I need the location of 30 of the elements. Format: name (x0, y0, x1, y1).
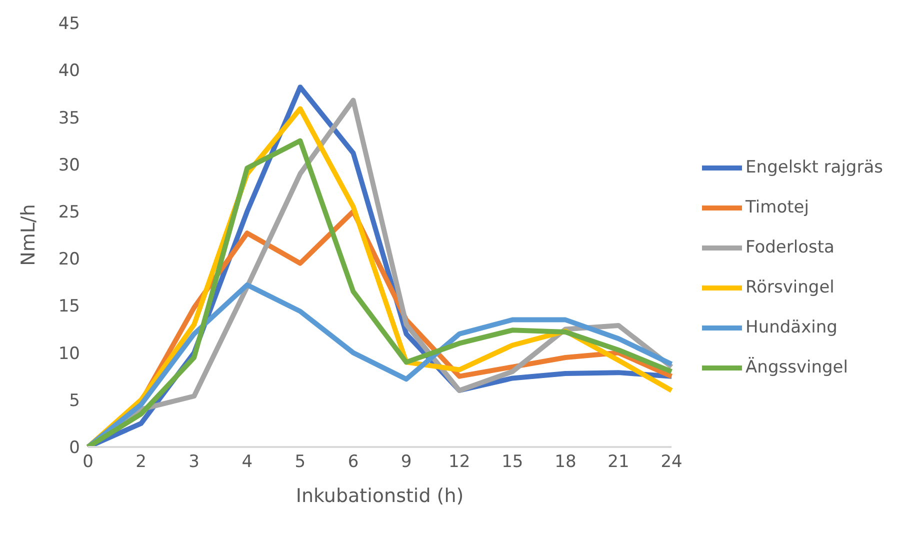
y-tick-label: 10 (58, 344, 80, 364)
y-tick-label: 30 (58, 155, 80, 176)
legend-label: Rörsvingel (746, 277, 834, 298)
legend-label: Engelskt rajgräs (746, 157, 883, 178)
x-tick-label: 6 (348, 452, 359, 472)
x-tick-label: 3 (188, 452, 200, 472)
y-tick-label: 25 (58, 202, 80, 222)
y-tick-label: 35 (58, 108, 80, 128)
y-tick-label: 40 (58, 61, 80, 82)
x-tick-label: 12 (448, 452, 470, 472)
x-tick-label: 15 (502, 452, 524, 472)
y-tick-label: 15 (58, 296, 80, 317)
x-tick-label: 21 (608, 452, 630, 472)
x-tick-label: 5 (294, 452, 306, 472)
x-tick-label: 18 (554, 452, 576, 472)
legend-label: Hundäxing (746, 317, 838, 338)
x-tick-label: 0 (82, 452, 94, 472)
legend-label: Ängssvingel (746, 357, 848, 378)
x-tick-label: 2 (136, 452, 146, 472)
x-tick-label: 4 (242, 452, 253, 472)
y-tick-label: 45 (58, 14, 80, 34)
x-tick-label: 24 (660, 452, 682, 472)
y-axis-title: NmL/h (18, 204, 40, 266)
y-tick-label: 20 (58, 250, 80, 270)
x-axis-title: Inkubationstid (h) (296, 485, 464, 507)
x-tick-label: 9 (400, 452, 412, 472)
legend-label: Timotej (746, 197, 809, 218)
legend-label: Foderlosta (746, 237, 834, 258)
y-tick-label: 5 (69, 390, 80, 411)
y-tick-label: 0 (69, 438, 80, 458)
